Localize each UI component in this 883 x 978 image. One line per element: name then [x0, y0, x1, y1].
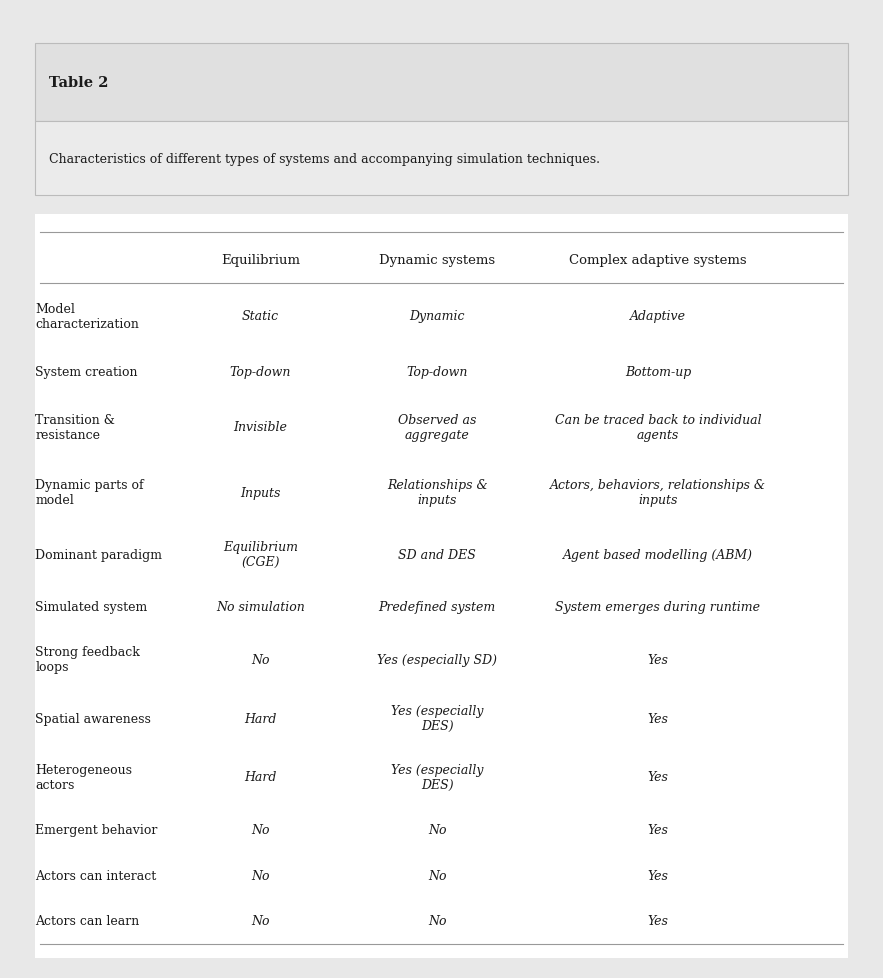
- Text: Transition &
resistance: Transition & resistance: [35, 414, 115, 441]
- Text: Hard: Hard: [245, 712, 276, 725]
- Text: Heterogeneous
actors: Heterogeneous actors: [35, 763, 132, 791]
- Text: No simulation: No simulation: [216, 600, 305, 613]
- FancyBboxPatch shape: [35, 122, 848, 196]
- Text: Emergent behavior: Emergent behavior: [35, 822, 158, 836]
- Text: Hard: Hard: [245, 771, 276, 783]
- Text: Yes (especially SD): Yes (especially SD): [377, 653, 497, 666]
- Text: No: No: [252, 653, 269, 666]
- Text: Predefined system: Predefined system: [379, 600, 495, 613]
- Text: No: No: [252, 868, 269, 881]
- Text: Actors can learn: Actors can learn: [35, 914, 140, 927]
- Text: Dominant paradigm: Dominant paradigm: [35, 549, 162, 561]
- Text: Strong feedback
loops: Strong feedback loops: [35, 645, 140, 674]
- Text: Characteristics of different types of systems and accompanying simulation techni: Characteristics of different types of sy…: [49, 153, 600, 165]
- Text: Yes: Yes: [647, 712, 668, 725]
- Text: Dynamic: Dynamic: [410, 310, 464, 323]
- Text: Spatial awareness: Spatial awareness: [35, 712, 151, 725]
- Text: System emerges during runtime: System emerges during runtime: [555, 600, 760, 613]
- Text: Observed as
aggregate: Observed as aggregate: [398, 414, 476, 441]
- Text: Invisible: Invisible: [233, 421, 288, 434]
- Text: Yes (especially
DES): Yes (especially DES): [391, 704, 483, 733]
- Text: Actors, behaviors, relationships &
inputs: Actors, behaviors, relationships & input…: [550, 479, 766, 507]
- Text: Dynamic parts of
model: Dynamic parts of model: [35, 479, 144, 507]
- Text: Yes (especially
DES): Yes (especially DES): [391, 763, 483, 791]
- Text: Top-down: Top-down: [230, 366, 291, 378]
- Text: No: No: [428, 868, 446, 881]
- Text: Yes: Yes: [647, 653, 668, 666]
- Text: Table 2: Table 2: [49, 76, 108, 90]
- Text: Equilibrium
(CGE): Equilibrium (CGE): [223, 541, 298, 569]
- Text: Model
characterization: Model characterization: [35, 302, 140, 331]
- Text: Can be traced back to individual
agents: Can be traced back to individual agents: [555, 414, 761, 441]
- Text: Yes: Yes: [647, 914, 668, 927]
- Text: Simulated system: Simulated system: [35, 600, 147, 613]
- Text: No: No: [252, 822, 269, 836]
- Text: Adaptive: Adaptive: [630, 310, 686, 323]
- Text: Top-down: Top-down: [406, 366, 468, 378]
- Text: Yes: Yes: [647, 822, 668, 836]
- Text: System creation: System creation: [35, 366, 138, 378]
- FancyBboxPatch shape: [35, 44, 848, 122]
- Text: Yes: Yes: [647, 868, 668, 881]
- Text: No: No: [428, 914, 446, 927]
- FancyBboxPatch shape: [35, 215, 848, 958]
- Text: Static: Static: [242, 310, 279, 323]
- Text: No: No: [252, 914, 269, 927]
- Text: Bottom-up: Bottom-up: [624, 366, 691, 378]
- Text: Dynamic systems: Dynamic systems: [379, 253, 495, 267]
- Text: Inputs: Inputs: [240, 486, 281, 500]
- Text: Agent based modelling (ABM): Agent based modelling (ABM): [562, 549, 753, 561]
- Text: Relationships &
inputs: Relationships & inputs: [387, 479, 487, 507]
- Text: Equilibrium: Equilibrium: [221, 253, 300, 267]
- Text: SD and DES: SD and DES: [398, 549, 476, 561]
- Text: Complex adaptive systems: Complex adaptive systems: [569, 253, 747, 267]
- Text: Yes: Yes: [647, 771, 668, 783]
- Text: No: No: [428, 822, 446, 836]
- Text: Actors can interact: Actors can interact: [35, 868, 156, 881]
